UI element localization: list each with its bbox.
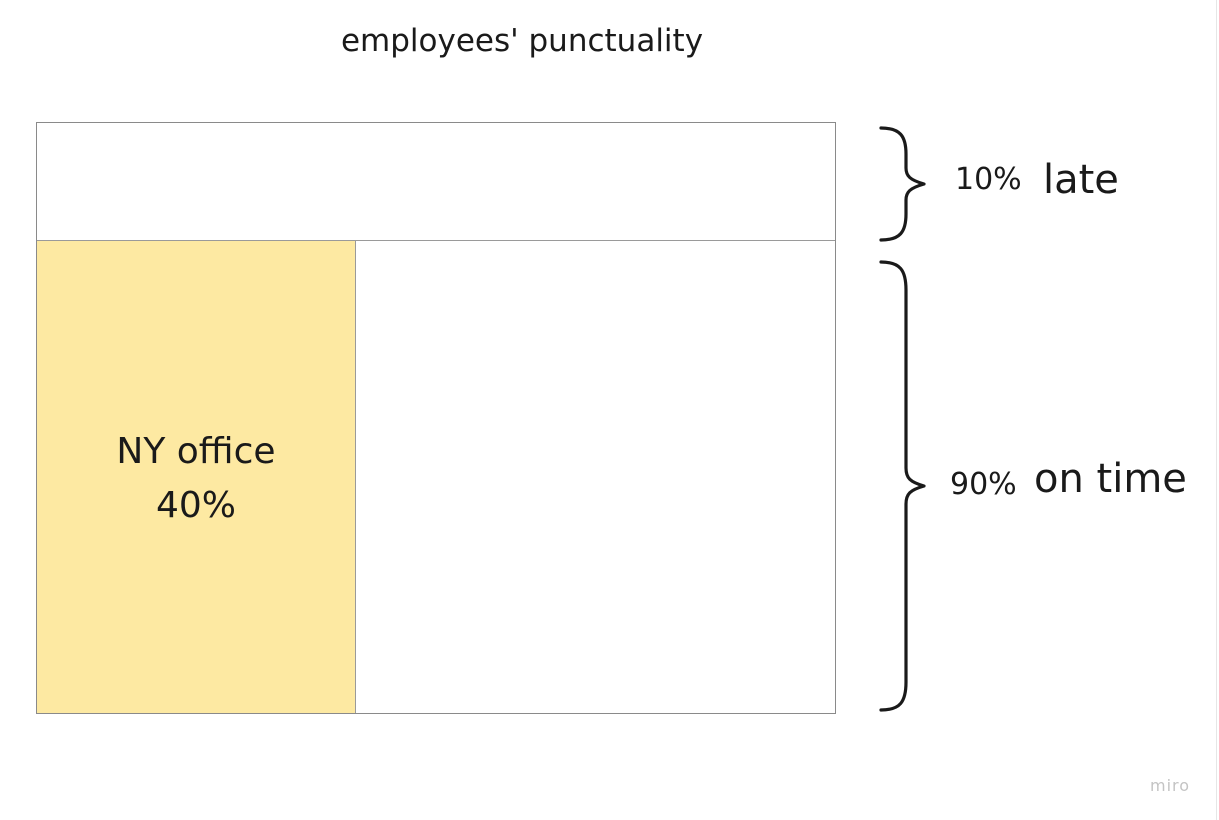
diagram-title: employees' punctuality: [340, 23, 704, 59]
on-time-percent: 90%: [950, 467, 1017, 502]
ny-office-percent: 40%: [155, 485, 236, 526]
ny-office-label: NY office: [116, 431, 276, 472]
miro-watermark: miro: [1150, 776, 1191, 795]
late-percent: 10%: [955, 162, 1022, 197]
late-label: late: [1043, 157, 1119, 203]
on-time-brace-icon: [879, 260, 926, 712]
on-time-label: on time: [1034, 456, 1187, 502]
on-time-block: NY office 40%: [37, 241, 835, 713]
ny-office-block: NY office 40%: [37, 241, 356, 713]
canvas-right-edge: [1216, 0, 1217, 820]
late-block: [37, 123, 835, 241]
punctuality-frame: NY office 40%: [36, 122, 836, 714]
late-brace-icon: [879, 126, 926, 242]
